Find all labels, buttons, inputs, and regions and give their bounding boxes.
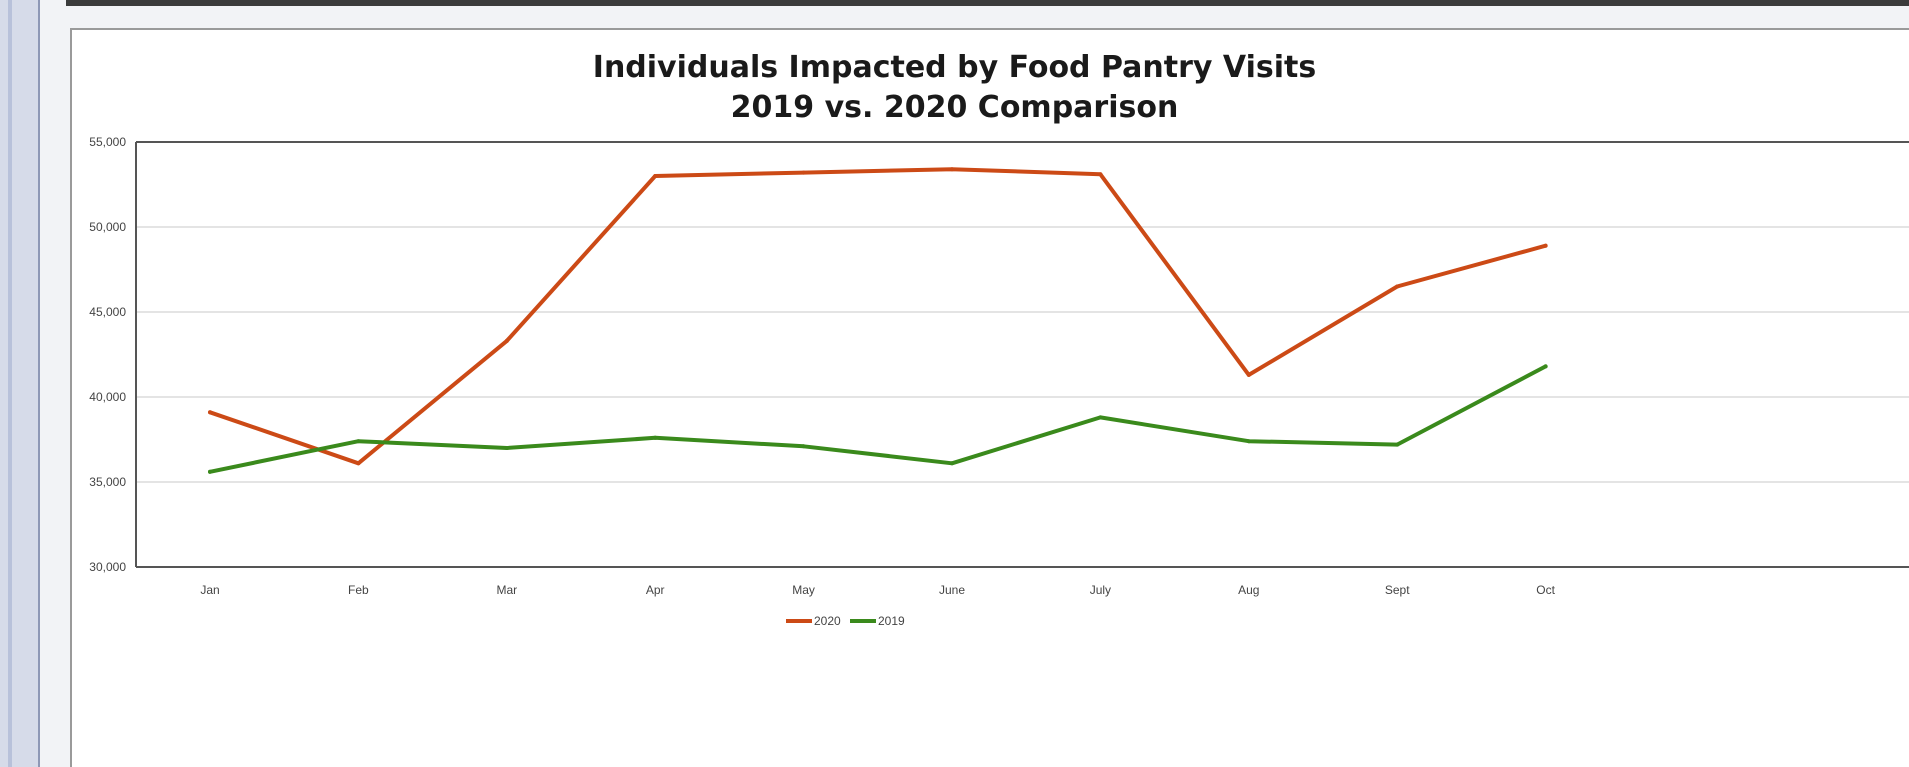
x-tick-label: Feb [348,583,369,597]
data-point-2020 [1543,243,1548,248]
legend-label: 2020 [814,614,841,628]
data-point-2020 [208,410,212,415]
y-tick-label: 30,000 [89,560,126,574]
x-axis-ticks: Jan Feb Mar Apr May June July Aug Sept Oct [200,583,1555,597]
data-point-2019 [208,469,212,474]
data-point-2020 [1395,284,1400,289]
series-line-2020 [208,167,1548,466]
top-divider [66,0,1909,6]
data-point-2019 [1395,442,1400,447]
data-point-2020 [950,167,954,172]
data-point-2019 [1246,439,1251,444]
x-tick-label: Mar [496,583,517,597]
x-tick-label: June [939,583,965,597]
data-point-2019 [504,446,509,450]
data-point-2020 [356,461,361,466]
x-tick-label: Apr [646,583,665,597]
series-lines [208,167,1548,474]
data-point-2020 [653,174,658,178]
x-tick-label: July [1090,583,1111,597]
legend-item-2020: 2020 [786,614,841,628]
data-point-2019 [1543,364,1548,369]
y-tick-label: 40,000 [89,390,126,404]
data-point-2019 [356,439,361,444]
data-point-2019 [653,435,658,440]
y-tick-label: 55,000 [89,135,126,149]
series-line-2019 [208,364,1548,474]
data-point-2020 [504,338,509,343]
gridlines [136,226,1909,483]
y-tick-label: 45,000 [89,305,126,319]
legend: 2020 2019 [786,614,905,628]
data-point-2020 [801,170,806,175]
chart-title-block: Individuals Impacted by Food Pantry Visi… [0,48,1909,128]
chart-subtitle: 2019 vs. 2020 Comparison [730,90,1179,125]
x-tick-label: Oct [1536,583,1555,597]
data-point-2020 [1246,372,1251,377]
x-tick-label: Jan [200,583,219,597]
y-tick-label: 50,000 [89,220,126,234]
legend-item-2019: 2019 [850,614,905,628]
x-tick-label: May [792,583,815,597]
y-axis-ticks: 55,000 50,000 45,000 40,000 35,000 30,000 [89,135,126,574]
side-panel-accent [8,0,12,767]
data-point-2019 [801,444,806,449]
legend-label: 2019 [878,614,905,628]
chart-title: Individuals Impacted by Food Pantry Visi… [592,50,1317,85]
data-point-2019 [950,461,954,466]
x-tick-label: Sept [1385,583,1410,597]
x-tick-label: Aug [1238,583,1259,597]
y-tick-label: 35,000 [89,475,126,489]
data-point-2019 [1098,415,1103,420]
data-point-2020 [1098,172,1103,177]
side-panel-strip [0,0,40,767]
